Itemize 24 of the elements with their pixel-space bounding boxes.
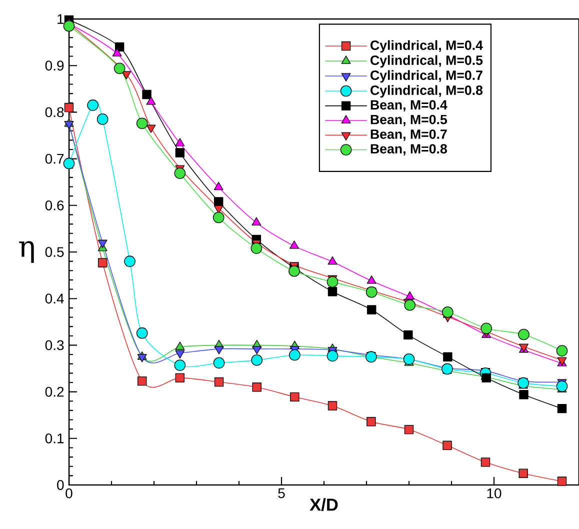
x-axis-title: X/D [310, 498, 338, 512]
legend-label: Cylindrical, M=0.8 [370, 85, 483, 98]
legend-label: Bean, M=0.8 [370, 144, 447, 156]
y-tick-label: 0.4 [45, 294, 64, 304]
y-tick-label: 0.1 [45, 433, 64, 444]
y-axis-title: η [19, 241, 34, 263]
y-tick-label: 0 [57, 480, 64, 490]
legend-label: Bean, M=0.5 [370, 114, 448, 126]
y-tick-label: 0.2 [45, 386, 64, 397]
y-tick-label: 0.7 [45, 154, 64, 164]
y-tick-label: 0.9 [45, 60, 64, 71]
y-tick-label: 0.3 [45, 340, 64, 350]
legend-label: Cylindrical, M=0.5 [370, 55, 483, 68]
legend-label: Bean, M=0.4 [370, 100, 448, 112]
legend-label: Bean, M=0.7 [370, 129, 447, 141]
legend-label: Cylindrical, M=0.4 [370, 40, 483, 53]
y-tick-label: 1 [58, 14, 64, 24]
legend-label: Cylindrical, M=0.7 [370, 70, 482, 83]
y-tick-label: 0.6 [45, 200, 64, 210]
x-tick-label: 5 [278, 488, 285, 498]
x-tick-label: 10 [487, 488, 502, 498]
y-tick-label: 0.5 [45, 247, 64, 257]
y-tick-label: 0.8 [45, 107, 64, 118]
x-tick-label: 0 [66, 488, 72, 498]
